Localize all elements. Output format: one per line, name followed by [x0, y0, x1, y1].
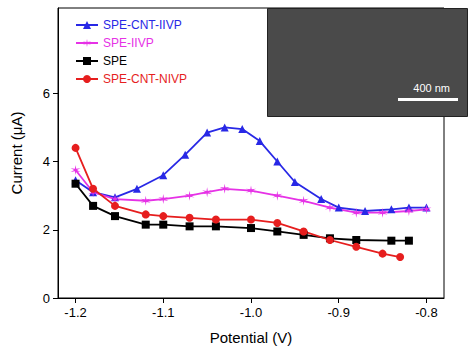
svg-text:4: 4 — [43, 154, 50, 169]
svg-text:SPE-CNT-NIVP: SPE-CNT-NIVP — [103, 72, 187, 86]
svg-text:-0.9: -0.9 — [328, 305, 350, 320]
svg-text:2: 2 — [43, 222, 50, 237]
svg-text:Potential (V): Potential (V) — [210, 329, 293, 346]
svg-text:-1.0: -1.0 — [240, 305, 262, 320]
svg-text:6: 6 — [43, 86, 50, 101]
svg-text:SPE-IIVP: SPE-IIVP — [103, 36, 154, 50]
svg-text:-1.2: -1.2 — [64, 305, 86, 320]
svg-text:SPE-CNT-IIVP: SPE-CNT-IIVP — [103, 18, 182, 32]
svg-text:Current (μA): Current (μA) — [8, 112, 25, 195]
svg-text:400 nm: 400 nm — [413, 82, 450, 94]
svg-text:-0.8: -0.8 — [415, 305, 437, 320]
svg-text:0: 0 — [43, 291, 50, 306]
svg-text:-1.1: -1.1 — [152, 305, 174, 320]
svg-text:SPE: SPE — [103, 54, 127, 68]
